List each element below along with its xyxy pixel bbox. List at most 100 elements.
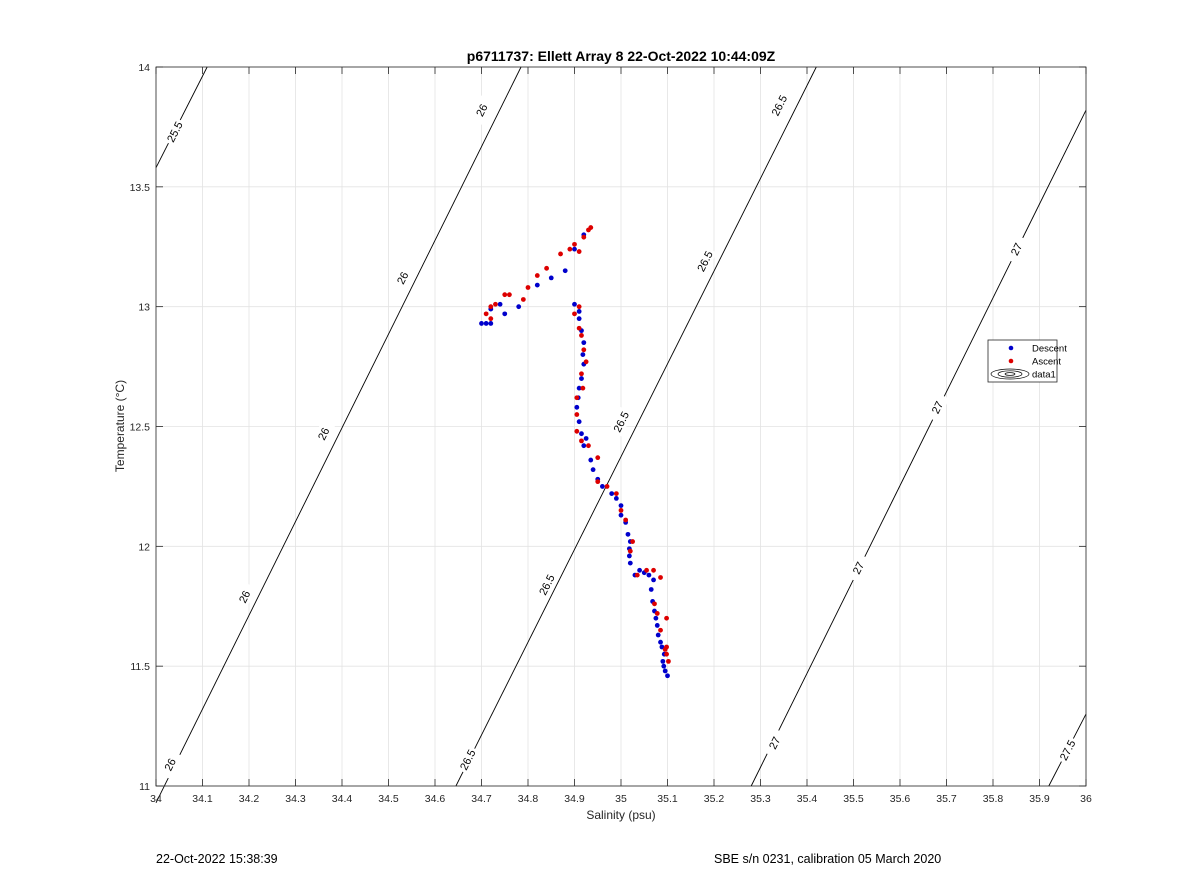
ascent-point	[630, 539, 636, 544]
y-tick-label: 12	[138, 541, 150, 553]
ascent-point	[581, 347, 587, 353]
descent-point	[609, 491, 615, 497]
axis-ticks: 34 34.1 34.2 34.3 34.4 34.5 34.6 34.7 34.8 34.9 35…	[130, 62, 1092, 805]
ascent-point	[574, 428, 580, 434]
descent-point	[502, 311, 508, 317]
x-tick-label: 35.1	[657, 793, 678, 805]
ascent-point	[520, 297, 526, 302]
ascent-point	[658, 627, 663, 633]
y-tick-label: 13	[138, 302, 150, 314]
x-tick-label: 35	[615, 793, 627, 805]
contour-label-bg	[232, 581, 257, 612]
y-tick-label: 11	[139, 781, 150, 793]
x-tick-label: 35.6	[890, 793, 911, 805]
ascent-point	[644, 567, 649, 573]
descent-point	[574, 404, 580, 410]
contour-label: 26	[395, 270, 411, 286]
legend-contour-icon	[990, 368, 1030, 380]
contour-label-bg	[846, 553, 871, 583]
ascent-point	[658, 575, 663, 580]
descent-point	[488, 321, 494, 326]
footer-timestamp: 22-Oct-2022 15:38:39	[156, 852, 278, 866]
descent-point	[576, 385, 582, 391]
isopycnal-line	[155, 66, 522, 803]
descent-point	[572, 301, 577, 307]
contour-label-bg	[608, 406, 634, 437]
ascent-point	[664, 615, 669, 621]
descent-point	[600, 484, 605, 489]
ascent-point	[666, 658, 671, 664]
descent-point	[627, 560, 633, 566]
legend-data1-label: data1	[1032, 370, 1056, 381]
legend-ascent-label: Ascent	[1032, 357, 1061, 368]
x-tick-label: 34.3	[285, 793, 306, 805]
y-tick-label: 11.5	[130, 661, 150, 673]
ascent-point	[651, 567, 656, 573]
ascent-point	[652, 601, 657, 607]
descent-point	[497, 301, 503, 307]
contour-label: 26	[316, 426, 332, 442]
contour-label-bg	[1004, 234, 1029, 264]
legend-ascent-marker	[1008, 358, 1014, 364]
contour-label-bg	[157, 749, 182, 780]
ascent-point	[588, 225, 594, 230]
descent-point	[576, 419, 582, 425]
x-tick-label: 35.9	[1029, 793, 1050, 805]
contour-label-bg	[534, 569, 559, 600]
ascent-point	[664, 651, 669, 657]
contour-label-bg	[162, 116, 187, 147]
descent-point	[576, 309, 582, 314]
descent-point	[580, 352, 586, 357]
isopycnal-line	[750, 109, 1087, 787]
x-tick-label: 34.1	[192, 793, 213, 805]
x-tick-label: 34.7	[471, 793, 492, 805]
ascent-point	[558, 251, 563, 257]
contour-label-bg	[762, 728, 787, 758]
legend[interactable]: Descent Ascent data1	[987, 339, 1067, 383]
ascent-point	[581, 234, 587, 240]
ascent-point	[567, 246, 573, 252]
x-tick-label: 34.9	[564, 793, 585, 805]
descent-point	[646, 572, 652, 578]
descent-point	[626, 553, 632, 559]
ascent-point	[572, 241, 577, 247]
ascent-point	[634, 572, 640, 578]
footer-instrument-info: SBE s/n 0231, calibration 05 March 2020	[714, 852, 942, 866]
contour-label: 26	[163, 757, 179, 773]
ascent-point	[664, 644, 669, 650]
descent-point	[588, 457, 594, 463]
contour-label: 27	[930, 400, 946, 416]
ascent-point	[580, 385, 586, 391]
ascent-point	[595, 455, 601, 461]
x-tick-label: 34.8	[518, 793, 539, 805]
descent-point	[618, 503, 624, 508]
contour-label: 26	[237, 589, 253, 605]
descent-point	[516, 304, 522, 310]
contour-label-bg	[767, 90, 792, 121]
ascent-point	[579, 371, 584, 377]
descent-point	[581, 340, 587, 346]
legend-descent-label: Descent	[1032, 344, 1067, 355]
ascent-point	[576, 249, 582, 254]
contour-label-bg	[311, 418, 336, 449]
descent-point	[662, 668, 668, 674]
ascent-point	[618, 507, 624, 513]
descent-point	[534, 282, 540, 288]
ascent-point	[574, 412, 580, 417]
contour-label-bg	[469, 95, 494, 125]
ascent-point	[627, 548, 633, 554]
x-tick-label: 35.2	[704, 793, 725, 805]
descent-point	[581, 443, 587, 449]
ascent-point	[502, 292, 508, 298]
ascent-point	[576, 325, 582, 331]
descent-point	[655, 632, 661, 638]
x-tick-label: 35.3	[750, 793, 771, 805]
descent-point	[548, 275, 554, 281]
descent-point	[660, 658, 666, 664]
x-tick-label: 34.6	[425, 793, 446, 805]
descent-point	[613, 496, 619, 501]
x-axis-label: Salinity (psu)	[586, 808, 655, 822]
ascent-point	[604, 484, 610, 489]
ascent-point	[572, 311, 577, 317]
x-tick-label: 34.5	[378, 793, 399, 805]
